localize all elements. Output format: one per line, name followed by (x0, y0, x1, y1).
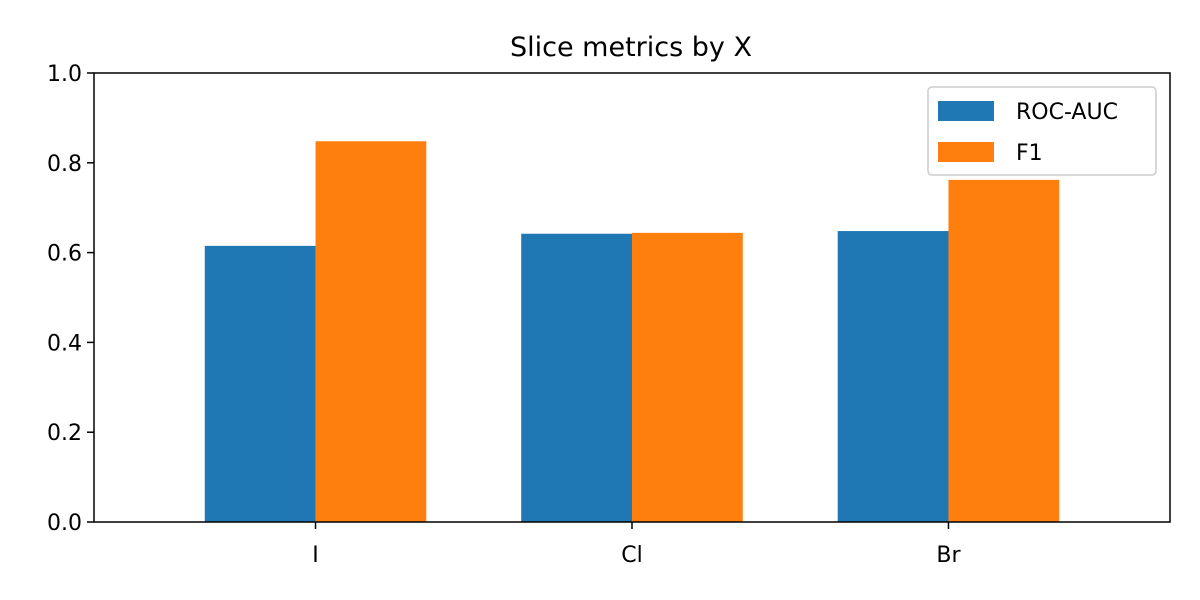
legend: ROC-AUC F1 (927, 86, 1157, 176)
bar-f1-cl (632, 232, 743, 522)
bar-f1-i (315, 141, 427, 523)
chart-title: Slice metrics by X (510, 32, 752, 63)
bar-roc-auc-cl (521, 233, 632, 522)
legend-swatch (938, 101, 994, 121)
x-tick-label: Br (936, 543, 961, 568)
x-axis: I Cl Br (312, 522, 961, 568)
y-tick-label: 0.4 (47, 331, 82, 356)
y-tick-label: 0.8 (47, 152, 82, 177)
legend-label: F1 (1016, 141, 1043, 166)
y-tick-label: 0.6 (47, 242, 82, 267)
y-tick-label: 0.0 (47, 511, 82, 536)
legend-swatch (938, 142, 994, 162)
bar-roc-auc-i (204, 245, 316, 523)
bar-roc-auc-br (837, 231, 949, 522)
x-tick-label: I (312, 543, 319, 568)
y-tick-label: 0.2 (47, 421, 82, 446)
legend-label: ROC-AUC (1016, 100, 1118, 125)
x-tick-label: Cl (621, 543, 642, 568)
bar-f1-br (948, 179, 1060, 522)
bars-layer (204, 141, 1060, 523)
y-tick-label: 1.0 (47, 62, 82, 87)
y-axis: 0.0 0.2 0.4 0.6 0.8 1.0 (47, 62, 94, 536)
